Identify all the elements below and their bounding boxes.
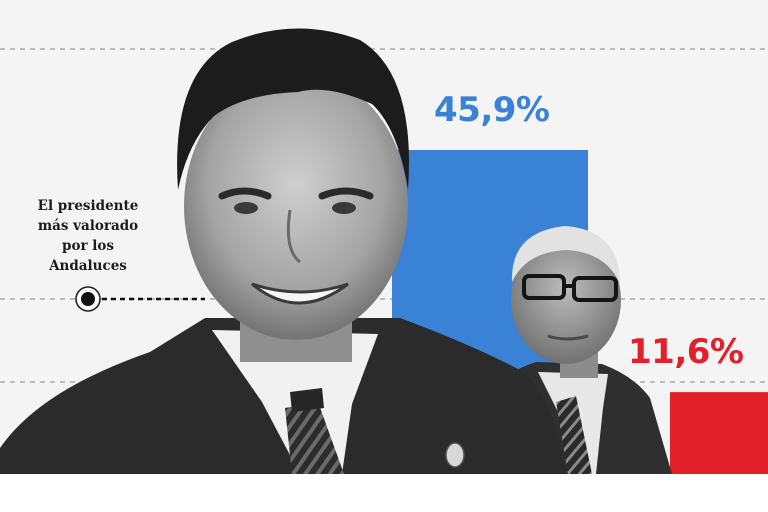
annotation-line-2: más valorado <box>37 218 139 234</box>
annotation-marker <box>75 286 205 312</box>
bottom-strip <box>0 474 768 512</box>
annotation-line-3: por los <box>62 238 114 254</box>
annotation-line-4: Andaluces <box>49 258 127 274</box>
bar-2 <box>670 392 768 474</box>
annotation-line-1: El presidente <box>37 198 139 214</box>
man-smiling-suit-tie-photo <box>0 28 566 474</box>
value-label-1: 45,9% <box>434 90 550 130</box>
annotation-text: El presidente más valorado por los Andal… <box>26 196 150 276</box>
value-label-2: 11,6% <box>628 332 744 373</box>
